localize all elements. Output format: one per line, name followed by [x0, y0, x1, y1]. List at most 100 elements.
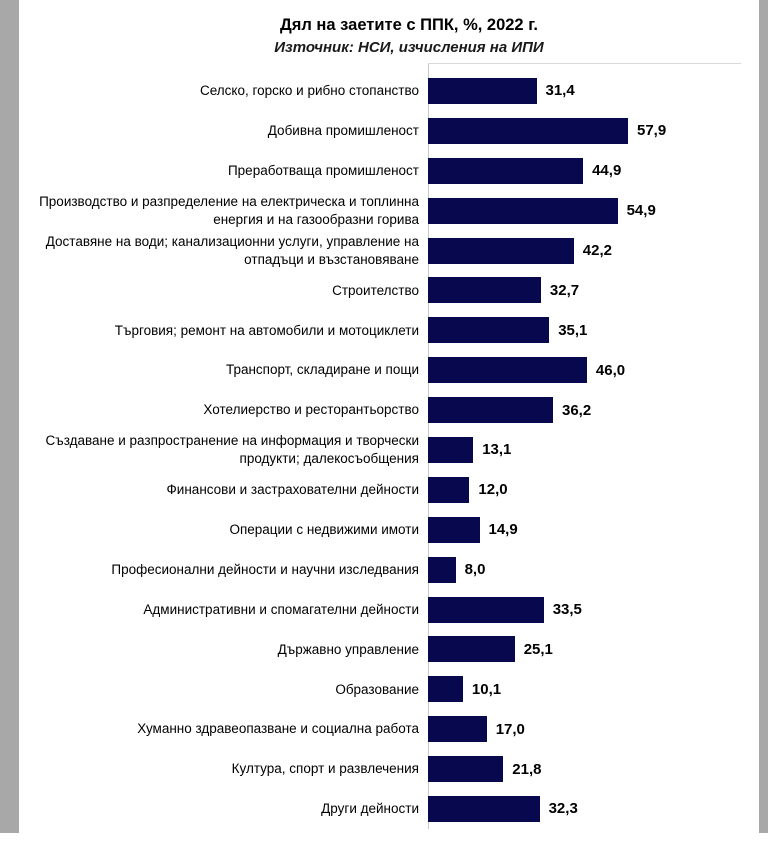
bar	[428, 317, 550, 344]
plot-area-top-border	[428, 63, 741, 64]
value-label: 46,0	[595, 361, 626, 379]
category-label: Добивна промишленост	[267, 123, 419, 139]
chart-row: Хуманно здравеопазване и социална работа…	[0, 709, 768, 749]
bar	[428, 157, 584, 184]
viewer-edge-right	[759, 0, 768, 833]
bar	[428, 795, 540, 822]
category-label: Доставяне на води; канализационни услуги…	[45, 233, 419, 267]
bar-zone: 21,8	[428, 749, 768, 789]
bar-zone: 12,0	[428, 470, 768, 510]
chart-row: Административни и спомагателни дейности 3…	[0, 590, 768, 630]
value-label: 13,1	[482, 441, 512, 459]
chart-title: Дял на заетите с ППК, %, 2022 г.	[279, 16, 538, 34]
category-label: Строителство	[332, 282, 419, 298]
bar-zone: 25,1	[428, 629, 768, 669]
category-label: Селско, горско и рибно стопанство	[199, 83, 419, 99]
chart-row: Строителство 32,7	[0, 270, 768, 310]
value-label: 42,2	[582, 242, 612, 259]
bar	[428, 77, 537, 104]
category-label: Операции с недвижими имоти	[229, 521, 419, 537]
bar	[428, 237, 574, 264]
bar-chart: Селско, горско и рибно стопанство 31,4 Доб…	[0, 71, 768, 829]
bar	[428, 436, 474, 463]
value-label: 44,9	[592, 162, 622, 180]
chart-row: Други дейности 32,3	[0, 789, 768, 829]
category-label: Транспорт, складиране и пощи	[225, 362, 419, 378]
bar-zone: 32,7	[428, 270, 768, 310]
bar-zone: 10,1	[428, 669, 768, 709]
chart-row: Професионални дейности и научни изследва…	[0, 550, 768, 590]
category-label: Административни и спомагателни дейности	[143, 601, 419, 617]
bar-zone: 35,1	[428, 310, 768, 350]
bar	[428, 397, 553, 424]
bar	[428, 476, 470, 503]
value-label: 31,4	[545, 82, 575, 100]
chart-row: Култура, спорт и развлечения 21,8	[0, 749, 768, 789]
value-label: 12,0	[478, 481, 508, 499]
bar	[428, 756, 504, 783]
bar	[428, 676, 463, 703]
category-label: Финансови и застрахователни дейности	[166, 482, 419, 498]
value-label: 8,0	[464, 561, 486, 579]
chart-row: Преработваща промишленост 44,9	[0, 151, 768, 191]
value-label: 32,7	[549, 281, 580, 299]
chart-row: Финансови и застрахователни дейности 12,0	[0, 470, 768, 510]
value-label: 33,5	[552, 601, 582, 619]
bar	[428, 197, 618, 224]
value-label: 25,1	[523, 640, 553, 658]
chart-row: Производство и разпределение на електрич…	[0, 191, 768, 231]
category-label: Други дейности	[321, 801, 419, 817]
value-label: 10,1	[471, 680, 502, 698]
category-label: Хотелиерство и ресторантьорство	[203, 402, 419, 418]
bar-zone: 8,0	[428, 550, 768, 590]
category-label: Хуманно здравеопазване и социална работа	[137, 721, 419, 737]
category-label: Държавно управление	[277, 641, 419, 657]
chart-row: Операции с недвижими имоти 14,9	[0, 510, 768, 550]
chart-subtitle: Източник: НСИ, изчисления на ИПИ	[274, 38, 544, 56]
viewer-edge-left	[0, 0, 19, 833]
category-label: Преработваща промишленост	[227, 162, 419, 178]
chart-row: Търговия; ремонт на автомобили и мотоцик…	[0, 310, 768, 350]
bar-zone: 36,2	[428, 390, 768, 430]
bar	[428, 716, 487, 743]
bar	[428, 516, 480, 543]
chart-row: Образование 10,1	[0, 669, 768, 709]
value-label: 35,1	[558, 321, 588, 339]
bar-zone: 46,0	[428, 350, 768, 390]
bar-zone: 32,3	[428, 789, 768, 829]
bar-zone: 57,9	[428, 111, 768, 151]
bar	[428, 636, 515, 663]
category-label: Създаване и разпространение на информаци…	[45, 433, 419, 466]
chart-row: Селско, горско и рибно стопанство 31,4	[0, 71, 768, 111]
value-label: 32,3	[548, 800, 578, 818]
bar-zone: 14,9	[428, 510, 768, 550]
value-label: 54,9	[626, 202, 656, 220]
category-label: Производство и разпределение на електрич…	[39, 194, 419, 227]
value-label: 57,9	[637, 122, 667, 140]
bar-zone: 44,9	[428, 151, 768, 191]
category-label: Професионални дейности и научни изследва…	[111, 561, 419, 577]
bar	[428, 596, 544, 623]
bar-zone: 54,9	[428, 191, 768, 231]
chart-row: Доставяне на води; канализационни услуги…	[0, 231, 768, 271]
value-label: 21,8	[512, 760, 542, 778]
bar-zone: 13,1	[428, 430, 768, 470]
bar-zone: 42,2	[428, 231, 768, 271]
category-label: Търговия; ремонт на автомобили и мотоцик…	[114, 322, 419, 338]
chart-row: Хотелиерство и ресторантьорство 36,2	[0, 390, 768, 430]
value-label: 17,0	[495, 720, 525, 738]
value-label: 14,9	[488, 521, 518, 539]
bar	[428, 117, 628, 144]
bar-zone: 17,0	[428, 709, 768, 749]
chart-row: Транспорт, складиране и пощи 46,0	[0, 350, 768, 390]
category-label: Образование	[335, 681, 419, 697]
bar-zone: 31,4	[428, 71, 768, 111]
value-label: 36,2	[562, 401, 592, 419]
chart-row: Добивна промишленост 57,9	[0, 111, 768, 151]
bar	[428, 357, 587, 384]
category-label: Култура, спорт и развлечения	[231, 761, 419, 777]
bar-zone: 33,5	[428, 590, 768, 630]
bar	[428, 556, 456, 583]
chart-row: Създаване и разпространение на информаци…	[0, 430, 768, 470]
